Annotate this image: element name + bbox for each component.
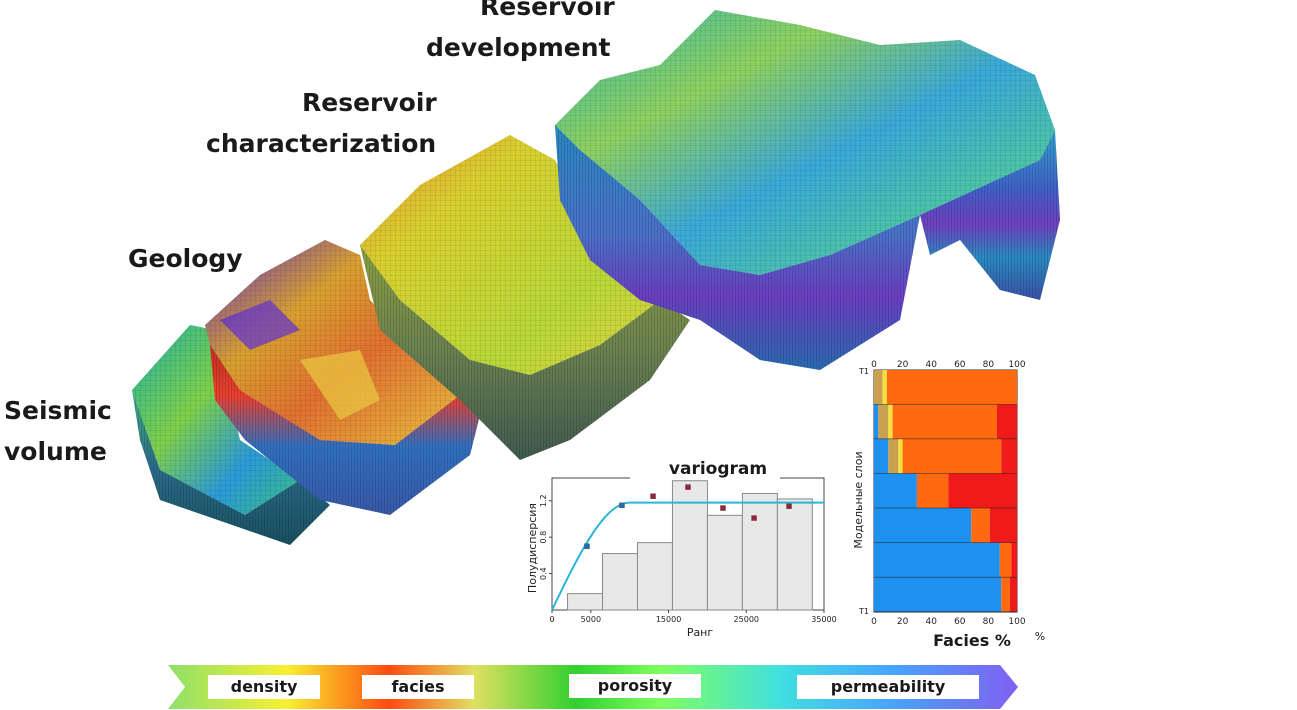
facies-top-tick-label: 100 bbox=[1008, 360, 1025, 370]
geology-label: Geology bbox=[128, 244, 243, 273]
facies-x-axis-label: Facies % bbox=[933, 631, 1011, 650]
facies-segment bbox=[1001, 439, 1017, 474]
facies-top-tick-label: 20 bbox=[897, 360, 909, 370]
facies-segment bbox=[874, 577, 1002, 612]
facies-segment bbox=[888, 404, 893, 440]
facies-bottom-tick-label: 100 bbox=[1008, 617, 1025, 627]
facies-bottom-tick-label: 0 bbox=[871, 617, 877, 627]
characterization-label-line1: Reservoir bbox=[302, 88, 437, 117]
porosity-tag: porosity bbox=[569, 674, 701, 698]
facies-segment bbox=[874, 473, 917, 509]
facies-segment bbox=[878, 404, 889, 440]
variogram-x-tick-label: 25000 bbox=[734, 615, 759, 624]
variogram-x-tick-label: 35000 bbox=[811, 615, 836, 624]
seismic-label-line2: volume bbox=[4, 437, 107, 466]
facies-top-tick-label: 60 bbox=[954, 360, 966, 370]
facies-segment bbox=[874, 439, 889, 474]
variogram-title: variogram bbox=[669, 459, 767, 479]
seismic-volume-label: Seismic volume bbox=[4, 390, 112, 472]
variogram-bar bbox=[636, 542, 673, 611]
variogram-title-bg bbox=[630, 455, 780, 479]
characterization-block bbox=[360, 135, 690, 460]
seismic-block bbox=[132, 325, 330, 545]
variogram-point bbox=[650, 493, 656, 499]
development-block bbox=[555, 10, 1060, 370]
facies-segment bbox=[874, 370, 883, 405]
facies-bottom-tick-label: 40 bbox=[925, 617, 937, 627]
facies-segment bbox=[898, 439, 903, 474]
variogram-model-curve bbox=[551, 501, 824, 611]
variogram-bar bbox=[671, 480, 708, 611]
facies-segment bbox=[916, 473, 949, 509]
facies-x-unit: % bbox=[1035, 630, 1045, 643]
facies-segment bbox=[892, 404, 997, 440]
facies-y-axis-label: Модельные слои bbox=[852, 451, 865, 548]
facies-bottom-tick-label: 20 bbox=[897, 617, 909, 627]
facies-segment bbox=[886, 370, 1017, 405]
variogram-y-tick-label: 0.8 bbox=[539, 531, 548, 544]
variogram-point bbox=[584, 543, 590, 550]
density-tag: density bbox=[208, 675, 320, 699]
facies-segment bbox=[874, 404, 879, 440]
variogram-point bbox=[619, 502, 625, 509]
characterization-label-line2: characterization bbox=[206, 129, 437, 158]
variogram-point bbox=[720, 505, 726, 511]
facies-segment bbox=[948, 473, 1017, 509]
facies-segment bbox=[1011, 542, 1017, 578]
variogram-x-axis-label: Ранг bbox=[687, 626, 714, 639]
facies-segment bbox=[971, 508, 990, 543]
variogram-x-tick-label: 0 bbox=[549, 615, 554, 624]
facies-top-tick-label: 40 bbox=[925, 360, 937, 370]
development-label-line2: development bbox=[426, 33, 611, 62]
reservoir-characterization-label: Reservoir characterization bbox=[206, 82, 437, 164]
facies-segment bbox=[874, 542, 1000, 578]
facies-bottom-tick-label: 60 bbox=[954, 617, 966, 627]
facies-bottom-tick-label: 80 bbox=[983, 617, 995, 627]
facies-segment bbox=[888, 439, 899, 474]
facies-segment bbox=[989, 508, 1017, 543]
development-label-line1: Reservoir bbox=[480, 0, 615, 21]
permeability-tag: permeability bbox=[797, 675, 979, 699]
variogram-y-axis-label: Полудисперсия bbox=[526, 503, 539, 593]
variogram-x-tick-label: 5000 bbox=[581, 615, 601, 624]
geology-block bbox=[205, 240, 480, 515]
facies-segment bbox=[902, 439, 1002, 474]
facies-top-tick-label: 0 bbox=[871, 360, 877, 370]
variogram-bar bbox=[776, 498, 813, 611]
variogram-point bbox=[751, 515, 757, 521]
facies-segment bbox=[996, 404, 1017, 440]
facies-chart: 0 0 20 20 40 40 60 60 80 80 100 100 T1 T1 Facies % % Мод… bbox=[852, 360, 1045, 650]
facies-bottom-formation-label: T1 bbox=[858, 607, 869, 616]
variogram-point bbox=[685, 484, 691, 490]
seismic-label-line1: Seismic bbox=[4, 396, 112, 425]
facies-segment bbox=[1001, 577, 1010, 612]
facies-segment bbox=[882, 370, 887, 405]
variogram-bar bbox=[602, 553, 638, 611]
facies-top-tick-label: 80 bbox=[983, 360, 995, 370]
facies-segment bbox=[874, 508, 972, 543]
variogram-y-tick-label: 0.4 bbox=[539, 567, 548, 580]
variogram-x-tick-label: 15000 bbox=[656, 615, 681, 624]
facies-top-formation-label: T1 bbox=[858, 367, 869, 376]
variogram-bar bbox=[567, 593, 604, 611]
variogram-bar bbox=[741, 492, 778, 611]
variogram-chart: variogram 0 5000 15000 25000 35000 0.4 0.8 1.2 Ра… bbox=[526, 455, 837, 639]
variogram-y-tick-label: 1.2 bbox=[539, 494, 548, 507]
facies-segment bbox=[1009, 577, 1017, 612]
reservoir-development-label: Reservoir development bbox=[426, 0, 615, 68]
facies-segment bbox=[999, 542, 1012, 578]
facies-tag: facies bbox=[362, 675, 474, 699]
variogram-bar bbox=[706, 514, 743, 611]
variogram-point bbox=[786, 503, 792, 509]
